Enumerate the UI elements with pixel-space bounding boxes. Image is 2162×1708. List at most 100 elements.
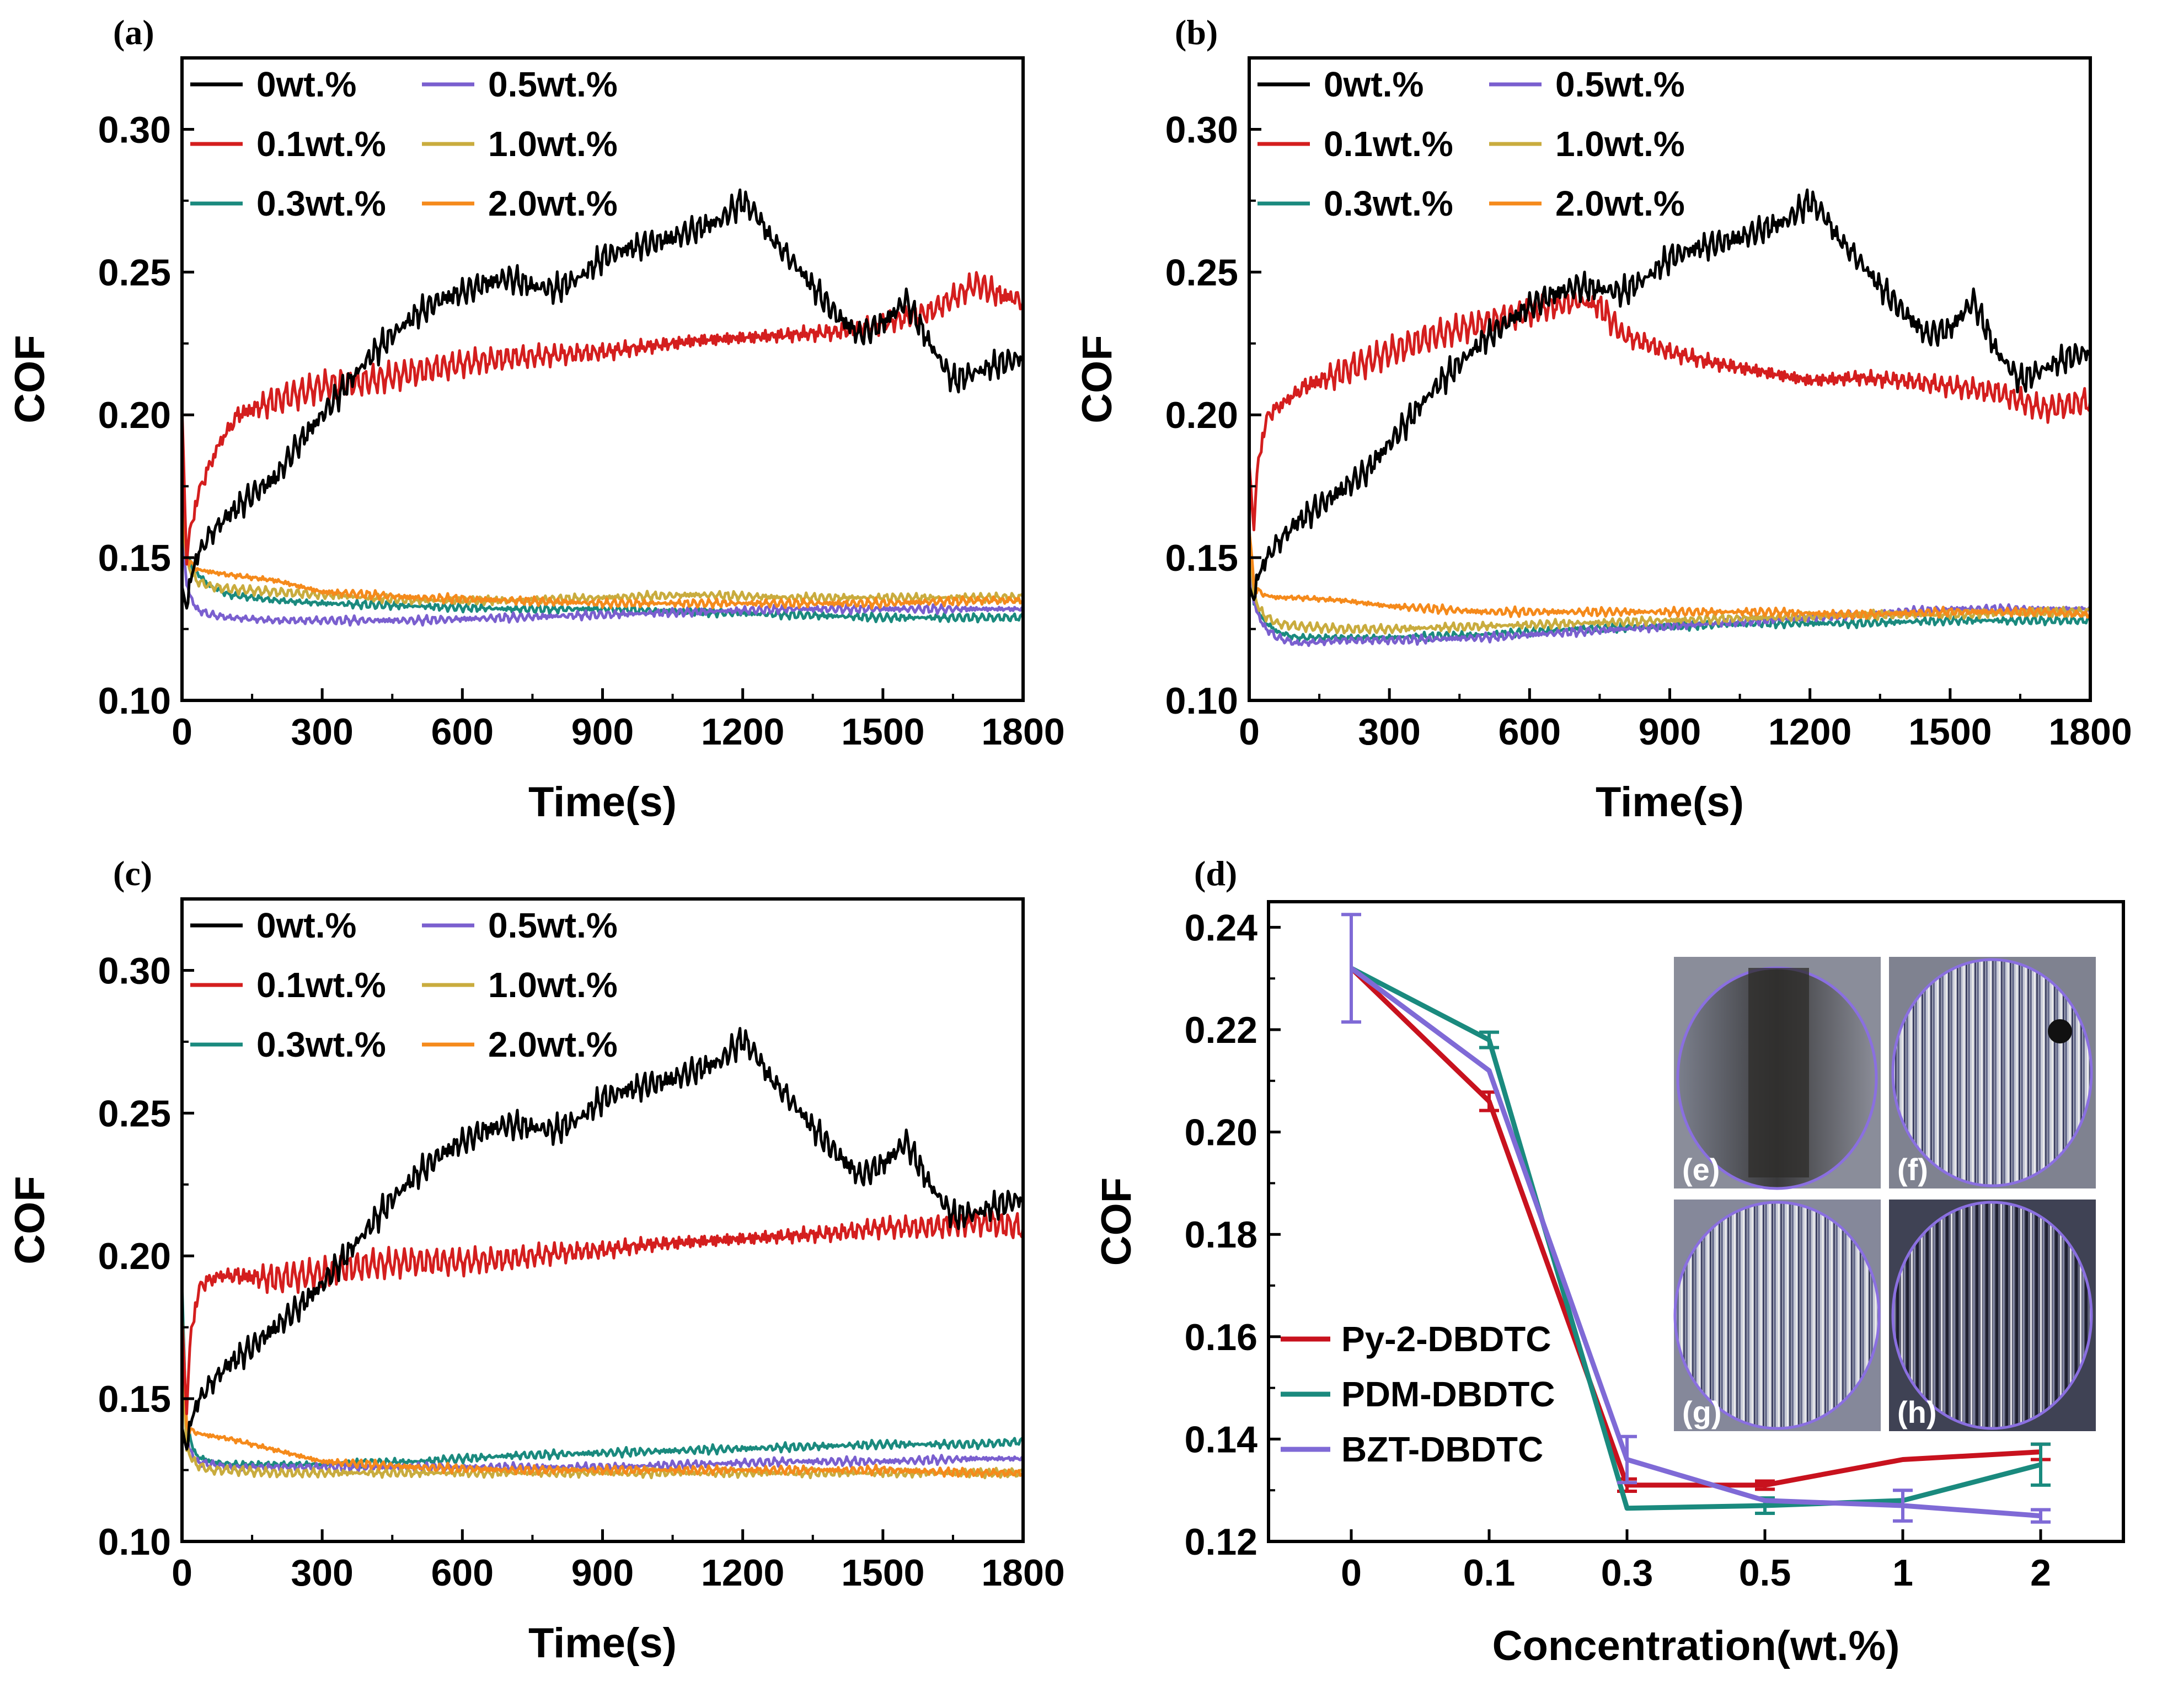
legend-label: 0.3wt.% <box>1324 184 1453 223</box>
y-tick-label: 0.30 <box>98 950 171 992</box>
inset-label: (e) <box>1682 1152 1720 1187</box>
x-axis-title: Concentration(wt.%) <box>1492 1623 1900 1669</box>
series-line <box>1249 531 2090 635</box>
x-tick-label: 300 <box>291 711 353 753</box>
y-tick-label: 0.10 <box>98 680 171 722</box>
x-axis-title: Time(s) <box>1596 779 1744 826</box>
legend-label: PDM-DBDTC <box>1341 1374 1555 1414</box>
legend-label: 0wt.% <box>256 906 356 945</box>
y-tick-label: 0.22 <box>1185 1009 1257 1051</box>
x-tick-label: 0 <box>1239 711 1260 753</box>
y-tick-label: 0.25 <box>98 1093 171 1134</box>
panel-label: (b) <box>1175 13 1218 52</box>
panel-d: (d) 0 0.1 0.3 0.5 1 2 0.12 0.14 0.16 0.18 0.20 0.22… <box>1093 854 2125 1669</box>
legend-label: 0.3wt.% <box>256 184 386 223</box>
y-tick-label: 0.20 <box>1185 1112 1257 1154</box>
y-tick-label: 0.30 <box>1165 109 1238 151</box>
legend-label: 0.5wt.% <box>1555 65 1685 104</box>
series-line <box>182 1314 1023 1479</box>
x-tick-label: 1500 <box>841 711 924 753</box>
x-tick-label: 1200 <box>1768 711 1851 753</box>
legend-label: 0.5wt.% <box>488 65 618 104</box>
x-tick-label: 1200 <box>701 1552 784 1594</box>
series-line <box>182 1339 1023 1474</box>
series-line <box>182 501 1023 610</box>
legend-label: 1.0wt.% <box>1555 124 1685 164</box>
x-tick-label: 0.3 <box>1601 1552 1653 1594</box>
series-line <box>1349 966 2041 1488</box>
inset-g: (g) <box>1673 1200 1881 1431</box>
y-axis-title: COF <box>1074 335 1121 423</box>
panel-b: (b) 0 300 600 900 1200 1500 1800 0.10 0.15 0.20 0.… <box>1074 13 2132 826</box>
series-line <box>182 527 1023 627</box>
legend-label: 0.5wt.% <box>488 906 618 945</box>
y-tick-label: 0.25 <box>98 251 171 293</box>
legend-label: 0.1wt.% <box>256 124 386 164</box>
inset-label: (f) <box>1897 1152 1928 1187</box>
y-tick-label: 0.30 <box>98 109 171 151</box>
plot-frame <box>1267 900 2125 1543</box>
series-line <box>1249 291 2090 532</box>
x-tick-label: 1500 <box>1908 711 1992 753</box>
panel-label: (d) <box>1194 854 1237 893</box>
series-line <box>1350 966 2041 1519</box>
series-line <box>182 188 1023 610</box>
x-tick-label: 300 <box>1358 711 1420 753</box>
series-line <box>1249 529 2090 620</box>
legend-label: 1.0wt.% <box>488 965 618 1005</box>
series-line <box>182 1027 1023 1451</box>
y-tick-label: 0.24 <box>1185 907 1258 949</box>
series-line <box>1350 966 2042 1511</box>
legend-label: 1.0wt.% <box>488 124 618 164</box>
x-tick-label: 600 <box>431 1552 494 1594</box>
series-line <box>182 1207 1023 1415</box>
x-tick-label: 2 <box>2030 1552 2051 1594</box>
series-line <box>182 1282 1023 1470</box>
x-tick-label: 1800 <box>981 711 1064 753</box>
y-tick-label: 0.15 <box>98 537 171 579</box>
x-tick-label: 0 <box>172 1552 192 1594</box>
y-tick-label: 0.15 <box>98 1378 171 1420</box>
panel-label: (a) <box>113 13 154 52</box>
y-tick-label: 0.10 <box>1165 680 1238 722</box>
y-tick-label: 0.25 <box>1165 251 1238 293</box>
panel-c: (c) 0 300 600 900 1200 1500 1800 0.10 0.15 0.20 0.… <box>7 854 1065 1667</box>
x-tick-label: 1800 <box>981 1552 1064 1594</box>
inset-label: (g) <box>1682 1395 1722 1429</box>
panel-a: (a) 0 300 600 900 1200 1500 1800 0.10 0.15 0.20 0.… <box>7 13 1065 826</box>
y-tick-label: 0.20 <box>98 394 171 436</box>
x-tick-label: 0 <box>172 711 192 753</box>
y-tick-label: 0.20 <box>1165 394 1238 436</box>
x-tick-label: 1800 <box>2048 711 2132 753</box>
inset-e: (e) <box>1674 957 1881 1190</box>
legend-label: 0.1wt.% <box>256 965 386 1005</box>
series-line <box>1249 188 2090 601</box>
x-tick-label: 300 <box>291 1552 353 1594</box>
x-tick-label: 1 <box>1892 1552 1913 1594</box>
y-tick-label: 0.12 <box>1185 1521 1257 1563</box>
x-axis-title: Time(s) <box>528 779 677 826</box>
y-axis-title: COF <box>7 335 53 423</box>
y-axis-title: COF <box>7 1176 53 1264</box>
legend-label: 0wt.% <box>1324 65 1424 104</box>
inset-h: (h) <box>1889 1200 2096 1431</box>
legend-label: 0.1wt.% <box>1324 124 1453 164</box>
x-axis-title: Time(s) <box>528 1620 677 1667</box>
x-tick-label: 600 <box>431 711 494 753</box>
legend-label: BZT-DBDTC <box>1341 1429 1543 1469</box>
legend-label: 0.3wt.% <box>256 1025 386 1064</box>
y-tick-label: 0.15 <box>1165 537 1238 579</box>
x-tick-label: 900 <box>1639 711 1701 753</box>
y-tick-label: 0.20 <box>98 1235 171 1277</box>
y-tick-label: 0.14 <box>1185 1418 1258 1460</box>
x-tick-label: 900 <box>571 711 634 753</box>
x-tick-label: 0.5 <box>1739 1552 1791 1594</box>
legend-label: Py-2-DBDTC <box>1341 1319 1551 1359</box>
x-tick-label: 600 <box>1499 711 1561 753</box>
wear-scar-insets: (e) (f) (g) (h) <box>1673 957 2096 1431</box>
inset-label: (h) <box>1897 1395 1937 1429</box>
y-tick-label: 0.18 <box>1185 1214 1257 1256</box>
panel-label: (c) <box>113 854 152 893</box>
legend-label: 2.0wt.% <box>488 184 618 223</box>
